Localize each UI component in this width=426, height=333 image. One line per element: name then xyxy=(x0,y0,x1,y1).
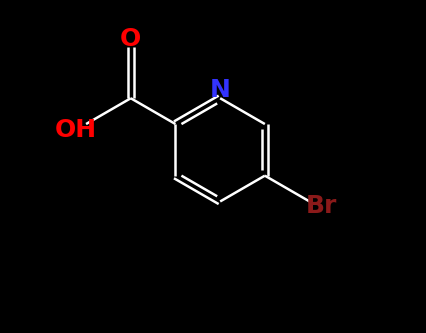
Text: O: O xyxy=(120,27,141,51)
Text: Br: Br xyxy=(305,194,336,218)
Text: N: N xyxy=(209,78,230,102)
Text: OH: OH xyxy=(55,118,97,142)
